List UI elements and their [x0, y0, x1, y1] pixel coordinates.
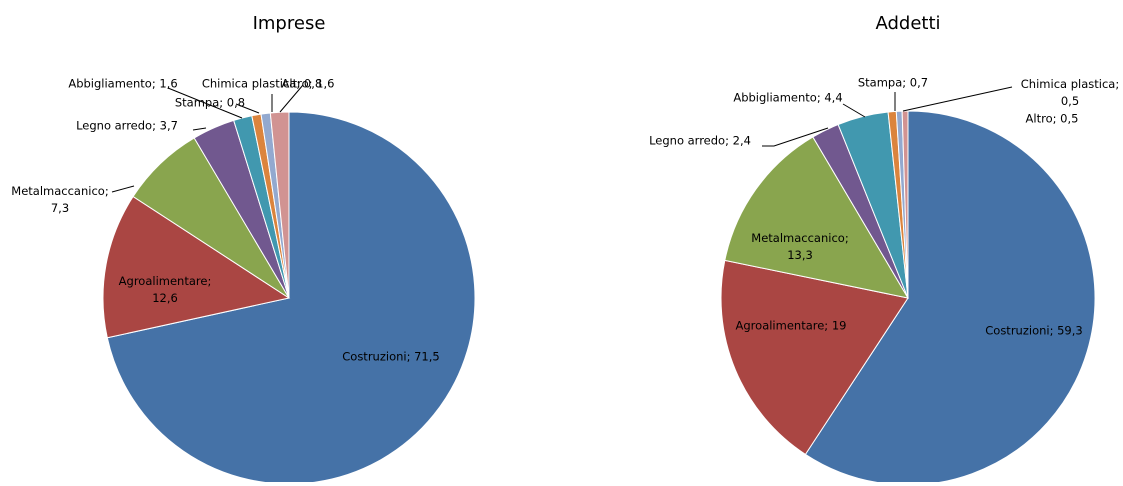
label-line: Agroalimentare;: [119, 274, 212, 288]
leader-line: [192, 127, 207, 131]
leader-line: [167, 87, 243, 119]
data-label: Metalmaccanico; 7,3: [11, 184, 108, 215]
data-label: Abbigliamento; 1,6: [68, 77, 177, 91]
pie-slice: [269, 111, 290, 299]
label-line: Metalmaccanico;: [751, 231, 848, 245]
data-label: Costruzioni; 71,5: [342, 350, 439, 364]
label-line: 7,3: [51, 201, 69, 215]
data-label: Chimica plastica; 0,5: [1021, 77, 1119, 108]
pie-slice: [720, 259, 909, 456]
data-label: Stampa; 0,8: [175, 96, 245, 110]
data-label: Legno arredo; 2,4: [649, 134, 751, 148]
leader-line: [111, 185, 135, 193]
pie-slice: [724, 136, 910, 299]
data-label: Altro; 0,5: [1026, 112, 1079, 126]
leader-line: [902, 86, 1013, 112]
data-label: Chimica plastica; 0,8: [202, 77, 322, 91]
pie-slice: [106, 111, 476, 485]
leader-line: [235, 103, 260, 114]
data-label: Agroalimentare; 19: [736, 319, 847, 333]
pie-slice: [102, 195, 291, 339]
label-line: 0,5: [1061, 94, 1079, 108]
label-line: 12,6: [152, 291, 178, 305]
chart-title: Addetti: [875, 13, 940, 34]
label-line: 13,3: [787, 248, 813, 262]
leader-line: [842, 103, 866, 118]
data-label: Metalmaccanico; 13,3: [751, 231, 848, 262]
label-line: Chimica plastica;: [1021, 77, 1119, 91]
chart-title: Imprese: [253, 13, 326, 34]
data-label: Legno arredo; 3,7: [76, 119, 178, 133]
data-label: Altro; 1,6: [282, 77, 335, 91]
data-label: Costruzioni; 59,3: [985, 324, 1082, 338]
data-label: Abbigliamento; 4,4: [733, 91, 842, 105]
data-label: Agroalimentare; 12,6: [119, 274, 212, 305]
leader-line: [762, 127, 829, 147]
data-label: Stampa; 0,7: [858, 76, 928, 90]
label-line: Metalmaccanico;: [11, 184, 108, 198]
leader-line: [279, 84, 304, 113]
